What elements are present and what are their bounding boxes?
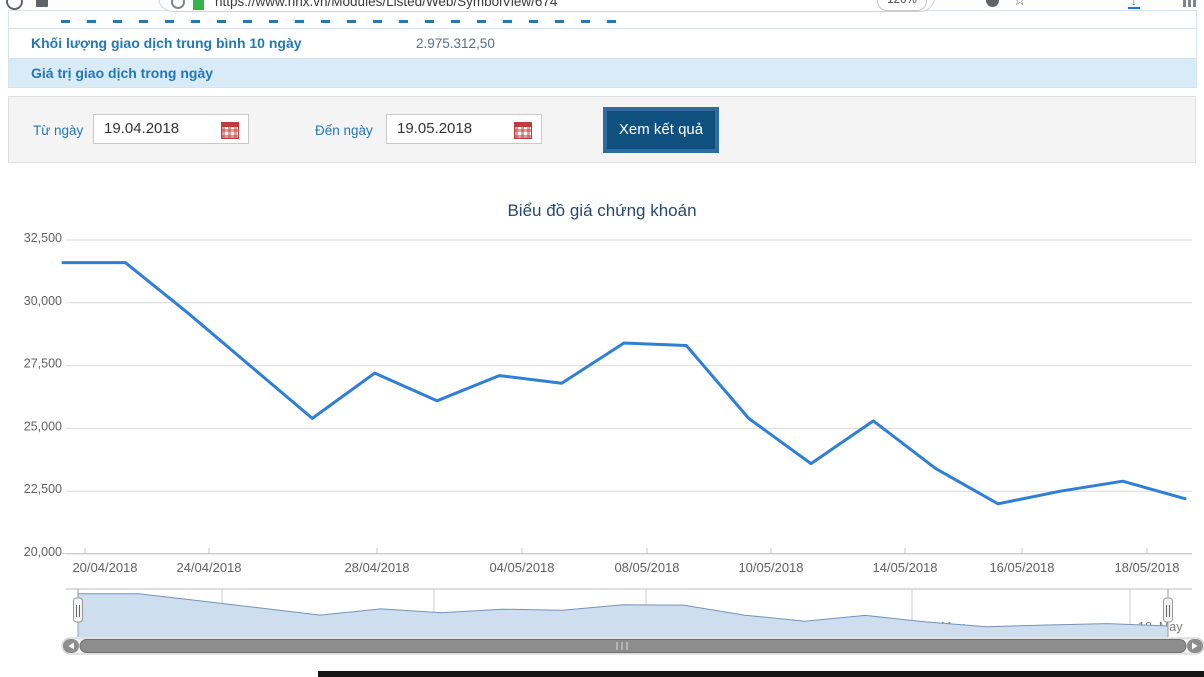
x-axis-label: 28/04/2018 [344, 560, 409, 575]
download-icon[interactable]: ↓ [1131, 0, 1137, 8]
reload-icon[interactable] [6, 0, 23, 10]
zoom-level-badge[interactable]: 120% [877, 0, 927, 11]
view-results-button[interactable]: Xem kết quả [603, 107, 719, 153]
date-range-form: Từ ngày 19.04.2018 Đến ngày 19.05.2018 X… [8, 96, 1196, 163]
x-axis-label: 14/05/2018 [872, 560, 937, 575]
row-value: 2.975.312,50 [416, 36, 495, 51]
clipped-text-fragment [61, 20, 621, 23]
browser-toolbar: https://www.hnx.vn/Modules/Listed/Web/Sy… [0, 0, 1204, 12]
x-axis-label: 20/04/2018 [72, 560, 137, 575]
table-row: Giá trị giao dịch trong ngày [9, 58, 1196, 87]
profile-avatar-icon[interactable] [986, 0, 999, 7]
x-axis-label: 04/05/2018 [489, 560, 554, 575]
x-axis-label: 18/05/2018 [1114, 560, 1179, 575]
x-axis-label: 10/05/2018 [738, 560, 803, 575]
y-axis-label: 27,500 [24, 357, 62, 371]
from-date-label: Từ ngày [33, 123, 84, 138]
y-axis-label: 30,000 [24, 294, 62, 308]
from-date-value: 19.04.2018 [104, 120, 180, 137]
calendar-icon[interactable] [221, 122, 239, 139]
navigator-area [78, 593, 1168, 637]
url-text[interactable]: https://www.hnx.vn/Modules/Listed/Web/Sy… [215, 0, 558, 9]
chart-title: Biểu đồ giá chứng khoán [507, 201, 697, 220]
stock-info-table: Khối lượng giao dịch trung bình 10 ngày … [8, 10, 1197, 88]
download-icon-bar [1128, 7, 1140, 9]
to-date-value: 19.05.2018 [397, 120, 473, 137]
x-axis-label: 08/05/2018 [614, 560, 679, 575]
page-info-icon[interactable] [171, 0, 185, 9]
scrollbar-left-arrow-icon [68, 642, 74, 650]
y-axis-label: 22,500 [24, 482, 62, 496]
address-bar[interactable]: https://www.hnx.vn/Modules/Listed/Web/Sy… [158, 0, 935, 12]
from-date-input[interactable]: 19.04.2018 [93, 114, 249, 144]
row-label: Giá trị giao dịch trong ngày [31, 65, 214, 81]
x-axis-label: 16/05/2018 [989, 560, 1054, 575]
scrollbar-right-arrow-icon [1192, 642, 1198, 650]
table-row-clipped [9, 11, 1196, 28]
table-row: Khối lượng giao dịch trung bình 10 ngày … [9, 28, 1196, 58]
home-icon[interactable] [36, 0, 48, 7]
price-line [61, 261, 1187, 506]
row-label: Khối lượng giao dịch trung bình 10 ngày [31, 35, 302, 51]
y-axis-label: 20,000 [24, 545, 62, 559]
bookmark-star-icon[interactable]: ☆ [1013, 0, 1027, 9]
extensions-icon[interactable] [1183, 0, 1196, 7]
x-axis-label: 24/04/2018 [176, 560, 241, 575]
y-axis-label: 25,000 [24, 419, 62, 433]
bottom-black-strip [318, 671, 1204, 677]
to-date-label: Đến ngày [315, 123, 373, 138]
navigator-handle-right[interactable] [1163, 597, 1173, 623]
navigator-area-line [78, 593, 1169, 628]
to-date-input[interactable]: 19.05.2018 [386, 114, 542, 144]
navigator-handle-left[interactable] [73, 597, 83, 623]
calendar-icon[interactable] [514, 122, 532, 139]
y-axis-label: 32,500 [24, 231, 62, 245]
secure-site-icon [193, 0, 204, 10]
scrollbar-thumb[interactable] [79, 639, 1187, 653]
